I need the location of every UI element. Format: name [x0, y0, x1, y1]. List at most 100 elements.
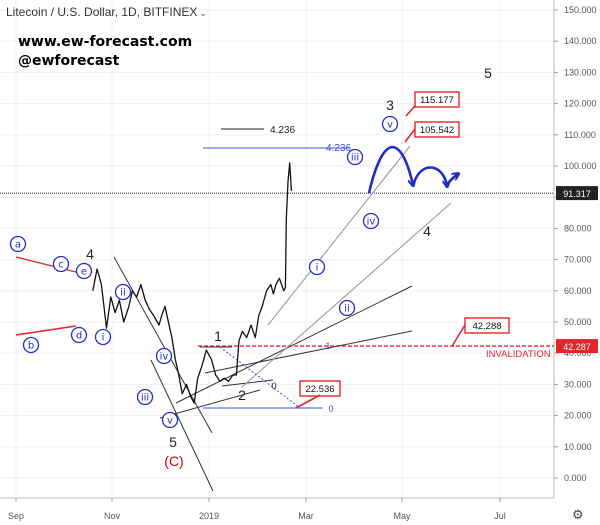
wave-circle-ring: [308, 258, 326, 276]
price-box-label: 42.288: [472, 321, 501, 332]
x-tick-label: 2019: [199, 511, 219, 521]
grid: [0, 0, 554, 498]
price-box-frame: [414, 91, 460, 108]
wave-circle: e: [75, 262, 93, 280]
wave-circle-ring: [346, 148, 364, 166]
channel-line: [267, 145, 411, 326]
wave-circle-label: iv: [367, 217, 376, 228]
wave-circle: c: [52, 255, 70, 273]
price-box-label: 22.536: [305, 384, 334, 395]
wave-circle-ring: [94, 328, 112, 346]
y-tick-label: 100.000: [564, 161, 597, 171]
y-tick-label: 150.000: [564, 5, 597, 15]
price-box-pointer: [404, 128, 416, 143]
brand-handle: @ewforecast: [18, 53, 120, 69]
price-target-box: 105.542: [414, 121, 460, 138]
y-tick-label: 10.000: [564, 442, 592, 452]
analysis-lines: [0, 128, 554, 492]
wave-label: 3: [386, 97, 394, 113]
chevron-down-icon[interactable]: ⌄: [199, 8, 207, 18]
wave-circle-ring: [155, 347, 173, 365]
wave-circle-label: c: [58, 260, 64, 271]
red-trendline: [15, 325, 77, 336]
wave-circle-label: ii: [344, 304, 350, 315]
wave-label: 4: [86, 246, 94, 262]
wave-circle-label: v: [387, 120, 393, 131]
wave-label: 5: [169, 434, 177, 450]
wave-circle-label: e: [81, 267, 87, 278]
wave-circle: v: [161, 411, 179, 429]
projection-arrow: [411, 166, 447, 186]
small-label: 1: [325, 341, 330, 351]
small-label: 0: [328, 404, 333, 414]
y-tick-label: 70.000: [564, 255, 592, 265]
y-tick-label: 60.000: [564, 286, 592, 296]
wave-label: 1: [214, 328, 222, 344]
wave-circle: b: [22, 336, 40, 354]
price-target-box: 115.177: [414, 91, 460, 108]
invalidation-label: INVALIDATION: [486, 349, 551, 360]
y-tick-label: 110.000: [564, 130, 596, 140]
x-tick-label: Nov: [104, 511, 121, 521]
gear-icon[interactable]: ⚙: [572, 507, 584, 522]
channel-line: [241, 202, 452, 388]
price-box-frame: [299, 380, 341, 397]
wave-circle-ring: [338, 299, 356, 317]
channel-line: [150, 359, 214, 492]
chart-header[interactable]: Litecoin / U.S. Dollar, 1D, BITFINEX ⌄: [6, 5, 207, 19]
last-price-label: 91.317: [563, 189, 591, 199]
wave-circle: ii: [114, 283, 132, 301]
wave-label: (C): [164, 453, 183, 469]
wave-circle-label: iii: [351, 153, 359, 164]
y-tick-label: 120.000: [564, 99, 597, 109]
chart-title: Litecoin / U.S. Dollar, 1D, BITFINEX: [6, 5, 198, 19]
price-box-pointer: [451, 324, 466, 347]
fib-label: 4.236: [326, 143, 351, 154]
small-label: 0: [271, 381, 276, 391]
wave-circle-ring: [381, 115, 399, 133]
price-box-label: 115.177: [420, 95, 454, 106]
price-box-pointer: [405, 105, 416, 117]
channel-line: [175, 285, 413, 404]
wave-circle-label: v: [167, 416, 173, 427]
wave-circle-label: b: [28, 341, 34, 352]
x-tick-label: Mar: [298, 511, 314, 521]
wave-circle-ring: [362, 212, 380, 230]
wave-circle: iv: [362, 212, 380, 230]
x-tick-label: May: [393, 511, 411, 521]
y-tick-label: 140.000: [564, 36, 597, 46]
invalidation-axis-label: 42.287: [563, 342, 591, 352]
channel-line: [113, 256, 213, 434]
invalidation-badge: [556, 339, 598, 354]
wave-circle-label: iii: [141, 393, 149, 404]
x-tick-label: Sep: [8, 511, 24, 521]
wave-label: 5: [484, 65, 492, 81]
wave-circle-label: ii: [120, 288, 126, 299]
brand-website: www.ew-forecast.com: [18, 34, 193, 50]
wave-circle-label: i: [102, 333, 105, 344]
price-box-label: 105.542: [420, 125, 454, 136]
wave-circle: iii: [346, 148, 364, 166]
wave-circle: a: [9, 235, 27, 253]
wave-circle-ring: [114, 283, 132, 301]
wave-circle-ring: [161, 411, 179, 429]
wave-circle: v: [381, 115, 399, 133]
price-target-box: 22.536: [299, 380, 341, 397]
y-tick-label: 0.000: [564, 473, 587, 483]
wave-label: 4: [423, 223, 431, 239]
wave-circle: i: [308, 258, 326, 276]
wave-circle: i: [94, 328, 112, 346]
annotations: INVALIDATION4.2364.2364123455(C)abcdeiii…: [9, 65, 551, 469]
y-tick-label: 50.000: [564, 317, 592, 327]
y-tick-label: 130.000: [564, 67, 597, 77]
fib-extension-line: [219, 346, 301, 409]
wave-circle: d: [70, 326, 88, 344]
wave-circle: iv: [155, 347, 173, 365]
wave-circle-ring: [22, 336, 40, 354]
wave-circle-label: iv: [160, 352, 169, 363]
y-tick-label: 20.000: [564, 411, 592, 421]
wave-label: 2: [238, 387, 246, 403]
wave-circle-label: i: [316, 263, 319, 274]
price-target-box: 42.288: [464, 317, 510, 334]
